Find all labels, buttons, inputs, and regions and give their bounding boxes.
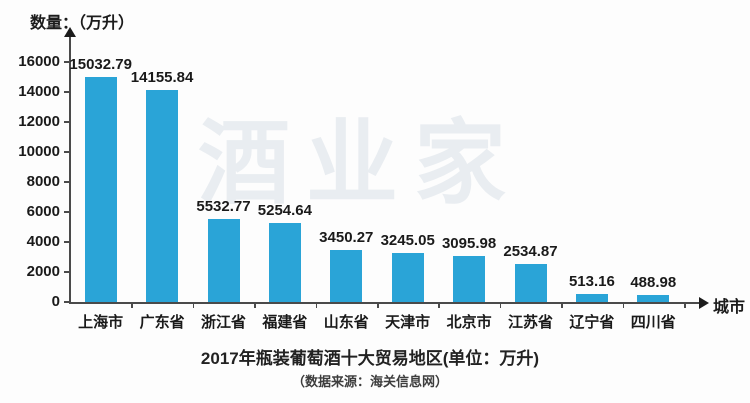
y-tick-mark bbox=[64, 271, 70, 273]
bar-value-label: 3245.05 bbox=[380, 232, 435, 250]
x-tick-mark bbox=[622, 303, 625, 308]
bar bbox=[391, 253, 424, 302]
bar bbox=[146, 89, 179, 302]
bar bbox=[575, 294, 608, 302]
y-tick-label: 12000 bbox=[18, 113, 60, 130]
y-tick-mark bbox=[64, 241, 70, 243]
bar-value-label: 5254.64 bbox=[257, 202, 312, 220]
bar-value-label: 15032.79 bbox=[69, 55, 132, 73]
x-tick-mark bbox=[561, 303, 563, 308]
x-tick-mark bbox=[684, 303, 686, 308]
x-tick-mark bbox=[499, 303, 502, 308]
x-tick-mark bbox=[438, 303, 440, 308]
bar-value-label: 488.98 bbox=[630, 273, 677, 291]
bar-value-label: 5532.77 bbox=[196, 198, 251, 215]
y-tick-label: 14000 bbox=[18, 83, 60, 100]
bar bbox=[268, 223, 301, 302]
chart-title: 2017年瓶装葡萄酒十大贸易地区(单位：万升) bbox=[200, 349, 540, 368]
y-axis-arrow-icon bbox=[64, 27, 76, 37]
y-tick-label: 16000 bbox=[18, 53, 60, 70]
y-tick-mark bbox=[64, 61, 70, 63]
bar bbox=[330, 250, 363, 302]
x-tick-mark bbox=[377, 303, 379, 308]
bar-value-label: 513.16 bbox=[568, 273, 615, 291]
bar-value-label: 3095.98 bbox=[441, 234, 497, 252]
bar-value-label: 14155.84 bbox=[130, 68, 194, 86]
y-tick-mark bbox=[64, 121, 70, 123]
bar bbox=[637, 294, 670, 302]
x-tick-mark bbox=[254, 303, 256, 308]
y-tick-label: 10000 bbox=[18, 143, 60, 160]
y-tick-label: 8000 bbox=[26, 173, 60, 190]
bar bbox=[514, 263, 547, 302]
bar bbox=[453, 255, 486, 302]
category-label: 福建省 bbox=[262, 314, 308, 331]
x-tick-mark bbox=[315, 303, 318, 308]
y-tick-mark bbox=[64, 211, 70, 213]
category-label: 四川省 bbox=[630, 314, 676, 331]
y-tick-mark bbox=[64, 301, 70, 303]
y-tick-label: 0 bbox=[51, 293, 60, 310]
y-tick-label: 4000 bbox=[26, 233, 60, 250]
y-tick-label: 6000 bbox=[26, 203, 60, 220]
category-label: 山东省 bbox=[323, 314, 369, 331]
y-axis-title: 数量：（万升） bbox=[30, 15, 135, 32]
bar-value-label: 2534.87 bbox=[503, 242, 558, 260]
y-axis-line bbox=[69, 36, 71, 303]
category-label: 天津市 bbox=[385, 314, 431, 331]
category-label: 浙江省 bbox=[200, 314, 246, 331]
y-tick-mark bbox=[64, 181, 70, 183]
x-tick-mark bbox=[131, 303, 133, 308]
bar bbox=[207, 219, 240, 302]
x-axis-title: 城市 bbox=[713, 299, 746, 316]
x-axis-line bbox=[69, 302, 701, 304]
x-tick-mark bbox=[192, 303, 195, 308]
category-label: 上海市 bbox=[78, 314, 124, 331]
y-tick-mark bbox=[64, 151, 70, 153]
bar-value-label: 3450.27 bbox=[319, 229, 374, 247]
category-label: 江苏省 bbox=[507, 314, 553, 331]
y-tick-mark bbox=[64, 91, 70, 93]
category-label: 广东省 bbox=[139, 314, 185, 331]
category-label: 辽宁省 bbox=[569, 314, 615, 331]
bar bbox=[84, 76, 117, 302]
y-tick-label: 2000 bbox=[26, 263, 60, 280]
chart-subtitle: （数据来源：海关信息网） bbox=[291, 374, 448, 389]
category-label: 北京市 bbox=[446, 314, 492, 331]
watermark-text: 酒业家 bbox=[198, 113, 523, 215]
x-axis-arrow-icon bbox=[699, 297, 709, 309]
